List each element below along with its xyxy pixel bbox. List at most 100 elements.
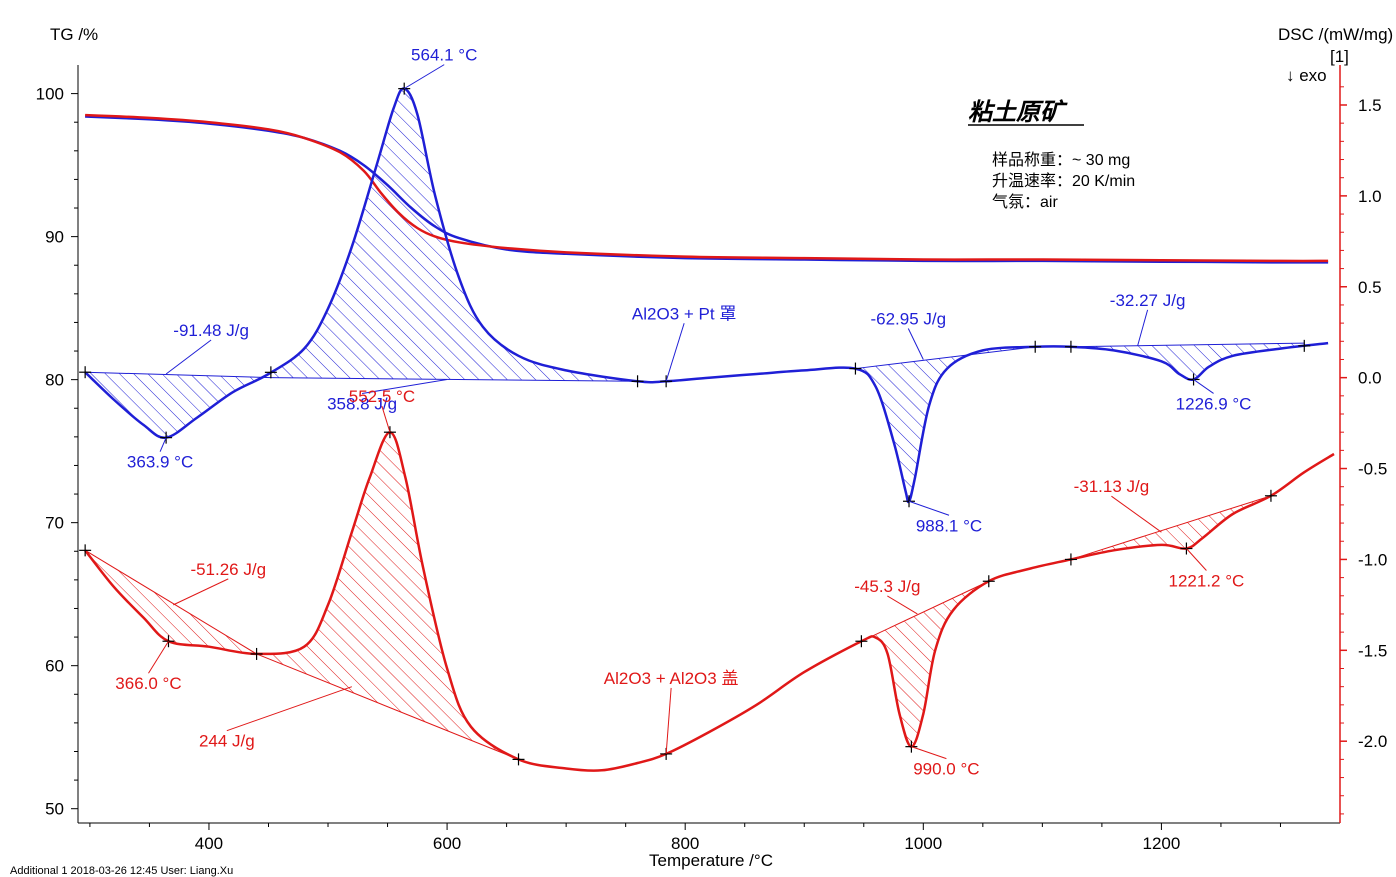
- peak-baseline: [84, 549, 257, 655]
- peak-marker: [264, 366, 277, 379]
- y-left-tick-label: 100: [36, 85, 64, 104]
- peak-baseline: [256, 653, 519, 760]
- annotation-label: 358.8 J/g: [327, 394, 397, 413]
- y-right-tick-label: 0.5: [1358, 278, 1382, 297]
- peak-baseline: [1070, 342, 1305, 348]
- sample-info-block: 粘土原矿 样品称重：~ 30 mg 升温速率：20 K/min 气氛：air: [968, 97, 1135, 211]
- tg-curve-red: [85, 113, 1329, 263]
- x-ticks: 400 600 800 1000 1200: [89, 823, 1281, 853]
- sample-info-line: 样品称重：~ 30 mg: [992, 151, 1130, 169]
- left-axis-title: TG /%: [50, 25, 98, 44]
- peak-marker: [79, 544, 92, 557]
- annotation-label: 366.0 °C: [115, 674, 181, 693]
- annotation-leader: [226, 686, 352, 732]
- dsc-curve-blue: [84, 87, 1329, 504]
- sample-info-line: 升温速率：20 K/min: [992, 172, 1135, 190]
- series-lines: [84, 87, 1335, 772]
- tg-curve-blue: [85, 115, 1329, 264]
- annotation-label: 1221.2 °C: [1169, 572, 1245, 591]
- peak-marker: [1064, 553, 1077, 566]
- peak-marker: [631, 375, 644, 388]
- annotation-label: 552.5 °C: [349, 387, 415, 406]
- axes: 400 600 800 1000 1200 50 60 70 80 90 100 1.5 1.0 0.…: [36, 65, 1387, 853]
- annotation-leader: [908, 500, 950, 516]
- footer-info: Additional 1 2018-03-26 12:45 User: Lian…: [10, 865, 233, 877]
- annotation-leader: [148, 640, 169, 674]
- peak-marker: [1298, 339, 1311, 352]
- peak-marker: [982, 575, 995, 588]
- y-right-tick-label: -0.5: [1358, 460, 1387, 479]
- y-right-tick-label: 1.0: [1358, 187, 1382, 206]
- dsc-curve-red: [84, 430, 1335, 772]
- peak-marker: [1264, 489, 1277, 502]
- annotation-label: 244 J/g: [199, 732, 255, 751]
- annotation-leader: [1111, 495, 1162, 533]
- peak-marker: [849, 362, 862, 375]
- y-left-tick-label: 70: [45, 514, 64, 533]
- annotation-leader: [361, 378, 448, 394]
- peak-hatch: [85, 372, 272, 438]
- x-axis-title: Temperature /°C: [649, 851, 773, 870]
- annotation-leader: [1137, 309, 1149, 346]
- right-axis-index: [1]: [1330, 47, 1349, 66]
- y-left-tick-label: 90: [45, 228, 64, 247]
- exo-label: ↓ exo: [1286, 66, 1327, 85]
- peak-baseline: [861, 580, 989, 642]
- y-left-tick-label: 60: [45, 657, 64, 676]
- annotation-label: 988.1 °C: [916, 516, 982, 535]
- peak-hatch: [256, 432, 519, 760]
- y-left-tick-label: 80: [45, 371, 64, 390]
- peak-hatch: [861, 581, 989, 747]
- peak-marker: [1064, 340, 1077, 353]
- peak-marker: [79, 366, 92, 379]
- annotation-leader: [665, 687, 672, 754]
- annotation-leader: [1186, 548, 1207, 571]
- y-right-tick-label: 1.5: [1358, 96, 1382, 115]
- annotation-leader: [165, 339, 212, 375]
- annotation-label: 564.1 °C: [411, 46, 477, 65]
- annotation-label: 363.9 °C: [127, 453, 193, 472]
- peak-baseline: [1070, 495, 1272, 560]
- x-tick-label: 600: [433, 834, 461, 853]
- peak-marker: [855, 635, 868, 648]
- annotation-label: -45.3 J/g: [854, 577, 920, 596]
- peak-annotations: 564.1 °C -91.48 J/g 363.9 °C 358.8 J/g Al2O3…: [115, 46, 1251, 779]
- annotation-leader: [907, 328, 924, 360]
- annotation-label: -51.26 J/g: [190, 560, 266, 579]
- y-ticks-left: 50 60 70 80 90 100: [36, 85, 78, 819]
- annotation-label: -91.48 J/g: [173, 321, 249, 340]
- right-axis-title: DSC /(mW/mg): [1278, 25, 1393, 44]
- annotation-label: -32.27 J/g: [1110, 291, 1186, 310]
- x-tick-label: 1200: [1143, 834, 1181, 853]
- annotation-label: -62.95 J/g: [870, 309, 946, 328]
- annotation-leader: [887, 595, 918, 615]
- annotation-label: Al2O3 + Pt 罩: [632, 304, 736, 323]
- y-right-tick-label: 0.0: [1358, 369, 1382, 388]
- annotation-label: 990.0 °C: [913, 760, 979, 779]
- annotation-label: 1226.9 °C: [1176, 394, 1252, 413]
- annotation-leader: [911, 746, 947, 760]
- sample-info-line: 气氛：air: [992, 193, 1058, 211]
- peak-baseline: [270, 377, 638, 382]
- y-right-tick-label: -1.0: [1358, 550, 1387, 569]
- peak-hatch: [270, 88, 638, 382]
- annotation-leader: [173, 578, 229, 606]
- x-tick-label: 800: [671, 834, 699, 853]
- annotation-leader: [1193, 379, 1214, 394]
- annotation-label: Al2O3 + Al2O3 盖: [604, 669, 739, 688]
- y-ticks-right: 1.5 1.0 0.5 0.0 -0.5 -1.0 -1.5 -2.0: [1340, 86, 1387, 815]
- peak-baseline: [855, 346, 1036, 370]
- peak-baseline: [85, 371, 271, 379]
- sample-title: 粘土原矿: [968, 97, 1068, 126]
- peak-marker: [1029, 340, 1042, 353]
- y-left-tick-label: 50: [45, 800, 64, 819]
- peak-baselines: [84, 342, 1305, 760]
- x-tick-label: 400: [195, 834, 223, 853]
- annotation-leader: [159, 437, 167, 452]
- peak-marker: [512, 753, 525, 766]
- y-right-tick-label: -2.0: [1358, 732, 1387, 751]
- annotation-label: -31.13 J/g: [1074, 477, 1150, 496]
- peak-marker: [250, 647, 263, 660]
- annotation-leader: [403, 64, 445, 90]
